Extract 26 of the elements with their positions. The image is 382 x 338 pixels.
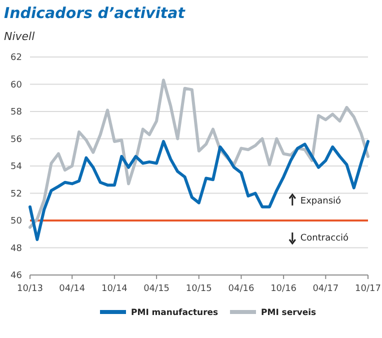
chart-title: Indicadors d’activitat: [4, 4, 186, 22]
line-series: [28, 140, 370, 242]
y-tick-label: 54: [10, 162, 22, 172]
x-tick-label: 04/17: [312, 284, 339, 294]
x-tick-label: 10/14: [101, 284, 128, 294]
x-tick-label: 04/15: [144, 284, 170, 294]
x-tick-label: 10/15: [186, 284, 212, 294]
legend-label: PMI serveis: [261, 308, 316, 318]
annotation: Expansió: [300, 196, 342, 207]
y-tick-label: 46: [10, 271, 22, 282]
y-tick-label: 62: [10, 53, 22, 64]
x-tick-label: 04/16: [228, 284, 254, 294]
x-tick-label: 10/16: [270, 284, 297, 294]
x-tick-label: 10/13: [17, 284, 43, 294]
annotation: Contracció: [300, 232, 350, 244]
y-tick-label: 58: [10, 108, 22, 118]
y-tick-label: 56: [10, 134, 22, 145]
line-series: [28, 78, 370, 229]
chart-subtitle: Nivell: [4, 30, 35, 43]
y-tick-label: 60: [10, 80, 22, 90]
x-tick-label: 04/14: [59, 284, 86, 294]
y-tick-label: 48: [10, 244, 22, 254]
y-tick-label: 50: [10, 216, 22, 227]
y-tick-label: 52: [10, 189, 22, 200]
x-tick-label: 10/17: [355, 284, 381, 294]
legend-label: PMI manufactures: [131, 308, 218, 318]
